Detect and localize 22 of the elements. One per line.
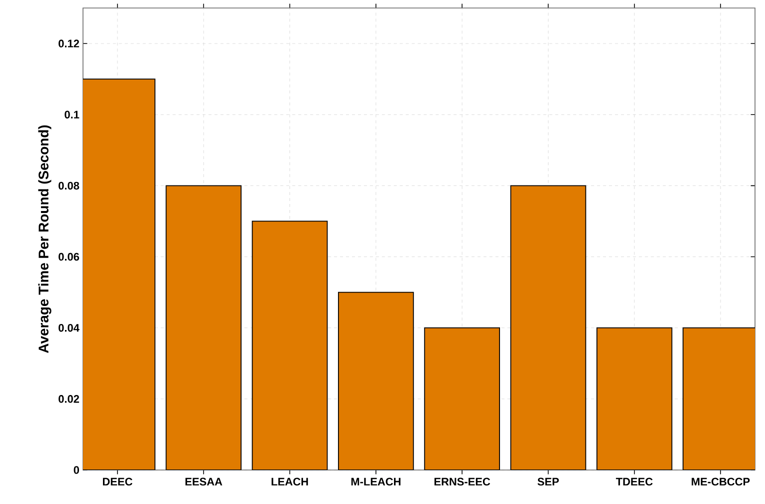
y-tick-label: 0.1 bbox=[64, 110, 80, 118]
x-tick-label: ERNS-EEC bbox=[434, 478, 490, 486]
x-tick-label: DEEC bbox=[102, 478, 132, 486]
x-tick-label: M-LEACH bbox=[351, 478, 400, 486]
bar bbox=[166, 186, 242, 470]
bar bbox=[596, 328, 672, 470]
x-tick-label: LEACH bbox=[272, 478, 308, 486]
bar bbox=[338, 292, 414, 470]
y-tick-label: 0 bbox=[74, 466, 80, 474]
bar bbox=[424, 328, 500, 470]
y-tick-label: 0.04 bbox=[58, 324, 80, 332]
y-tick-label: 0.12 bbox=[58, 40, 80, 48]
y-tick-label: 0.06 bbox=[58, 252, 80, 261]
bar bbox=[252, 221, 328, 470]
x-tick-label: SEP bbox=[538, 478, 559, 486]
bar bbox=[510, 186, 586, 470]
y-tick-label: 0.02 bbox=[58, 395, 80, 403]
x-tick-label: TDEEC bbox=[616, 478, 653, 486]
x-tick-label: EESAA bbox=[185, 478, 222, 486]
y-axis-title: Average Time Per Round (Second) bbox=[38, 125, 52, 353]
x-tick-label: ME-CBCCP bbox=[692, 478, 750, 486]
y-tick-label: 0.08 bbox=[58, 182, 80, 190]
